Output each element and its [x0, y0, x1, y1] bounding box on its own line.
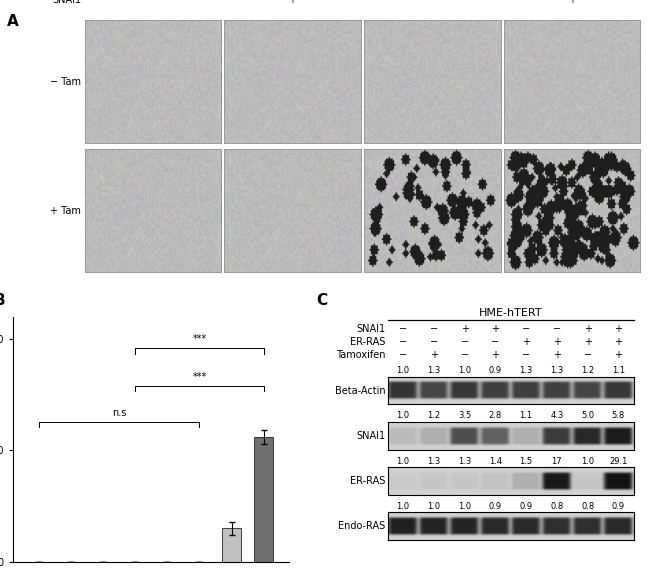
Text: 1.2: 1.2 [427, 411, 441, 420]
Text: 5.8: 5.8 [612, 411, 625, 420]
Text: +: + [491, 324, 499, 334]
Text: 2.8: 2.8 [489, 411, 502, 420]
Text: ER-RAS: ER-RAS [350, 476, 385, 486]
Text: n.s: n.s [112, 408, 126, 417]
Text: 17: 17 [552, 456, 562, 466]
Text: −: − [461, 350, 469, 361]
Text: 1.0: 1.0 [396, 456, 410, 466]
Text: 1.4: 1.4 [489, 456, 502, 466]
Text: −: − [430, 337, 438, 347]
Text: 0.8: 0.8 [581, 501, 594, 511]
Text: +: + [614, 337, 623, 347]
Text: Endo-RAS: Endo-RAS [338, 521, 385, 531]
Text: 1.0: 1.0 [581, 456, 594, 466]
Text: −: − [522, 324, 530, 334]
Text: 1.5: 1.5 [519, 456, 533, 466]
Text: −: − [149, 0, 157, 5]
Text: +: + [289, 0, 296, 5]
Text: Tamoxifen: Tamoxifen [335, 350, 385, 361]
Text: ER-RAS: ER-RAS [350, 337, 385, 347]
Text: −: − [461, 337, 469, 347]
Text: ***: *** [192, 372, 207, 382]
Text: A: A [6, 14, 18, 30]
Text: 0.8: 0.8 [551, 501, 564, 511]
Text: 3.5: 3.5 [458, 411, 471, 420]
Text: SNAI1: SNAI1 [356, 431, 385, 441]
Text: ***: *** [192, 334, 207, 344]
Text: −: − [428, 0, 436, 5]
Text: +: + [614, 324, 623, 334]
Text: −: − [552, 324, 561, 334]
Text: −: − [491, 337, 499, 347]
Text: 1.3: 1.3 [427, 456, 441, 466]
Text: C: C [316, 294, 327, 308]
Text: 1.0: 1.0 [396, 501, 410, 511]
Bar [222, 528, 241, 562]
Text: 5.0: 5.0 [581, 411, 594, 420]
Text: +: + [461, 324, 469, 334]
Text: +: + [568, 0, 576, 5]
Text: −: − [584, 350, 592, 361]
Text: +: + [614, 350, 623, 361]
Text: B: B [0, 294, 5, 308]
Text: −: − [522, 350, 530, 361]
Text: 1.3: 1.3 [458, 456, 471, 466]
Text: −: − [399, 337, 407, 347]
Text: 4.3: 4.3 [551, 411, 564, 420]
Text: 1.3: 1.3 [427, 366, 441, 375]
Text: 0.9: 0.9 [519, 501, 533, 511]
Text: 1.0: 1.0 [396, 366, 410, 375]
Text: 1.1: 1.1 [519, 411, 533, 420]
Text: 1.1: 1.1 [612, 366, 625, 375]
Text: 1.3: 1.3 [519, 366, 533, 375]
Text: −: − [399, 350, 407, 361]
Text: 1.0: 1.0 [458, 501, 471, 511]
Text: 1.0: 1.0 [458, 366, 471, 375]
Text: SNAI1: SNAI1 [356, 324, 385, 334]
Text: +: + [584, 337, 592, 347]
Text: −: − [430, 324, 438, 334]
Text: +: + [522, 337, 530, 347]
Text: 0.9: 0.9 [489, 366, 502, 375]
Text: 0.9: 0.9 [612, 501, 625, 511]
Text: +: + [491, 350, 499, 361]
Text: +: + [553, 350, 561, 361]
Text: SNAI1: SNAI1 [52, 0, 81, 5]
Text: +: + [430, 350, 438, 361]
Text: − Tam: − Tam [50, 77, 81, 87]
Text: +: + [584, 324, 592, 334]
Text: 1.2: 1.2 [581, 366, 594, 375]
Text: Beta-Actin: Beta-Actin [335, 386, 385, 395]
Text: 1.3: 1.3 [551, 366, 564, 375]
Text: 0.9: 0.9 [489, 501, 502, 511]
Text: HME-hTERT: HME-hTERT [479, 308, 543, 318]
Text: +: + [553, 337, 561, 347]
Bar [254, 437, 273, 562]
Text: −: − [399, 324, 407, 334]
Text: 1.0: 1.0 [396, 411, 410, 420]
Text: 29.1: 29.1 [609, 456, 627, 466]
Text: 1.0: 1.0 [427, 501, 441, 511]
Text: + Tam: + Tam [51, 206, 81, 215]
